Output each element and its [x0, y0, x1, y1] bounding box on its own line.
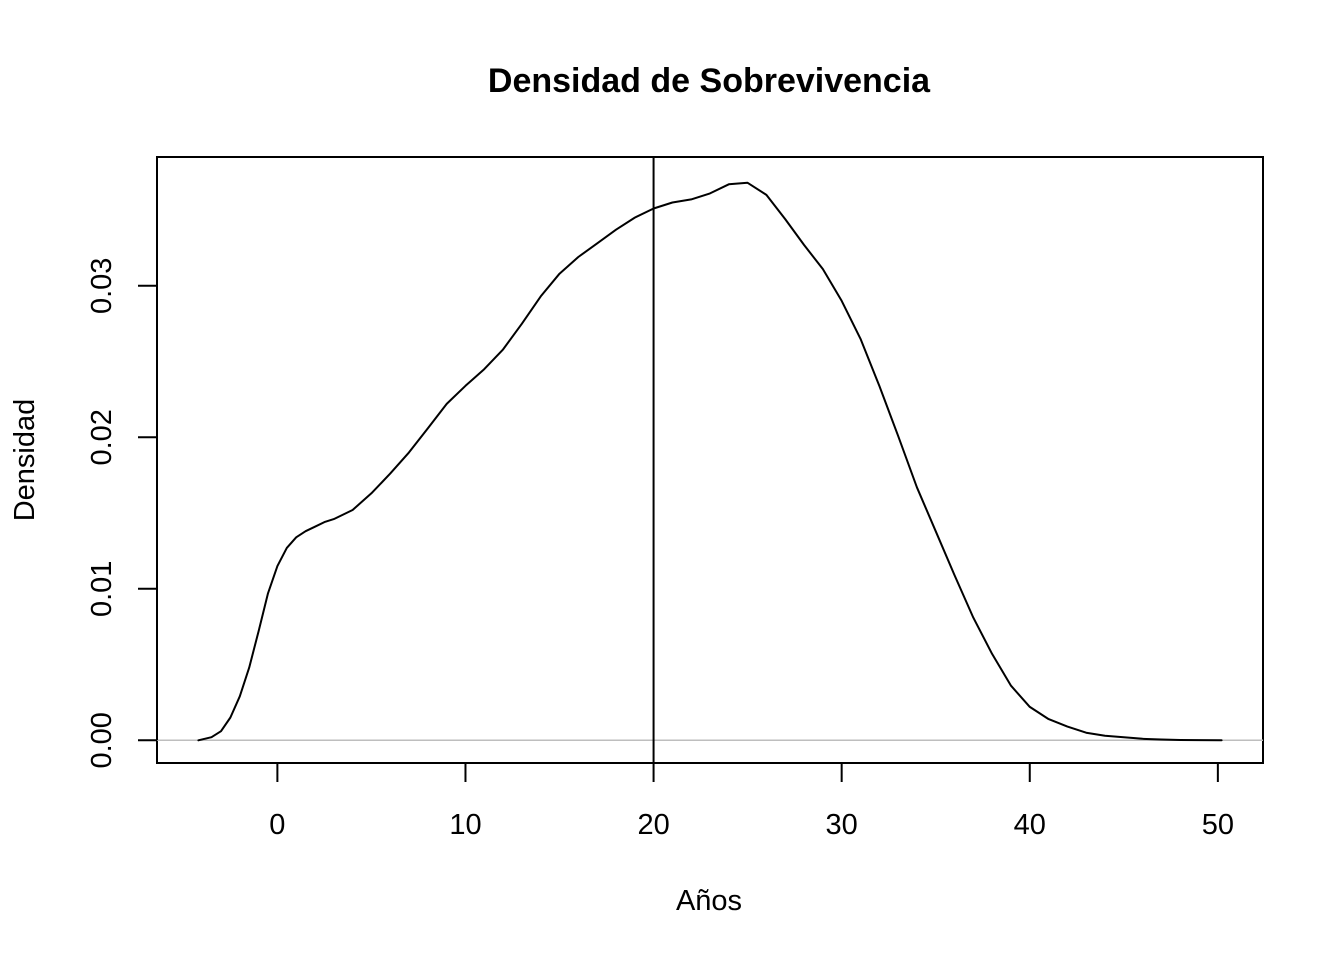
x-tick-label: 0	[269, 809, 285, 841]
x-axis-title: Años	[676, 885, 742, 917]
x-tick-label: 50	[1202, 809, 1234, 841]
x-tick-label: 20	[637, 809, 669, 841]
chart-title: Densidad de Sobrevivencia	[488, 62, 931, 100]
plot-frame	[156, 156, 1264, 764]
y-tick-label: 0.02	[86, 409, 118, 465]
density-curve-group	[197, 181, 1223, 742]
x-tick-label: 10	[449, 809, 481, 841]
y-axis: 0.00 0.01 0.02 0.03	[86, 258, 158, 769]
x-tick-label: 40	[1014, 809, 1046, 841]
y-tick-label: 0.01	[86, 561, 118, 617]
x-axis: 0 10 20 30 40 50	[269, 762, 1234, 841]
y-axis-title: Densidad	[9, 399, 41, 522]
y-tick-label: 0.00	[86, 712, 118, 768]
y-tick-label: 0.03	[86, 258, 118, 314]
density-curve-line	[197, 181, 1223, 742]
x-tick-label: 30	[826, 809, 858, 841]
